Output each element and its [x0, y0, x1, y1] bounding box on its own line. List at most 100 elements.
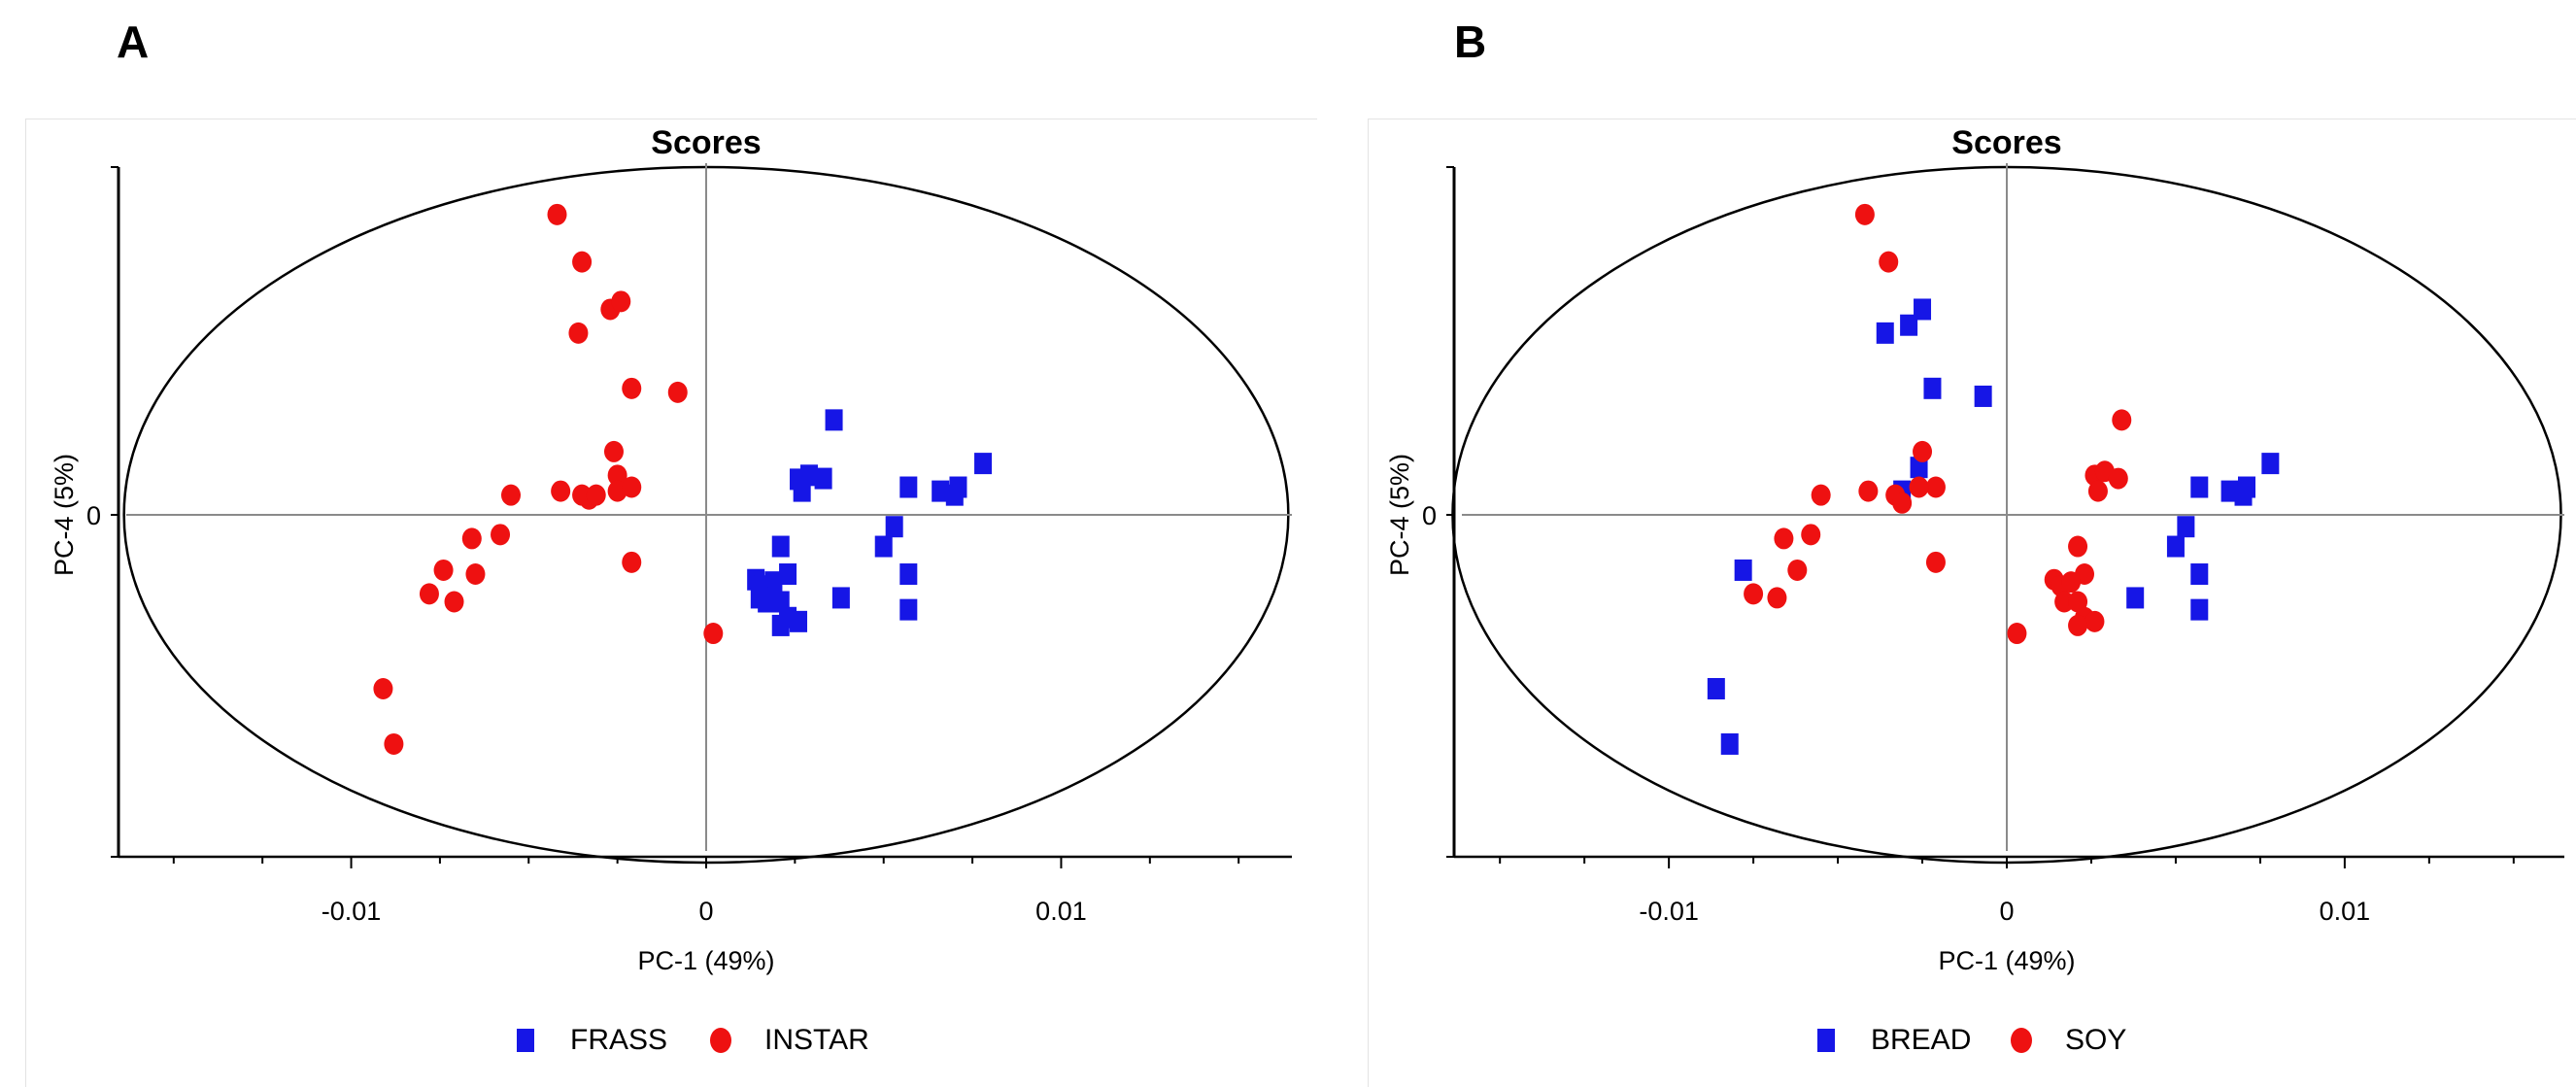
x-tick-label-b: 0 [1999, 897, 2014, 926]
data-point-instar [433, 559, 454, 581]
data-point-soy [1854, 203, 1875, 225]
chart-title-b: Scores [1951, 124, 2061, 161]
legend-label-instar: INSTAR [764, 1024, 869, 1056]
x-tick-label-b: -0.01 [1639, 897, 1699, 926]
data-point-instar [622, 476, 642, 498]
data-point-frass [779, 563, 797, 586]
data-point-instar [444, 591, 464, 613]
data-point-bread [1734, 559, 1752, 581]
y-axis-label-a: PC-4 (5%) [50, 454, 79, 576]
y-tick-label-b: 0 [1422, 501, 1437, 530]
data-point-frass [899, 563, 918, 586]
data-point-instar [622, 551, 642, 573]
data-point-bread [1720, 732, 1739, 755]
x-axis-label-a: PC-1 (49%) [637, 946, 774, 975]
panel-label-a: A [117, 17, 150, 67]
panel-label-b: B [1454, 17, 1487, 67]
data-point-instar [572, 251, 593, 273]
x-tick-label-a: -0.01 [322, 897, 382, 926]
data-point-frass [899, 598, 918, 621]
data-point-instar [607, 464, 627, 487]
data-point-bread [1923, 377, 1942, 399]
data-point-frass [793, 480, 811, 502]
data-point-instar [667, 381, 688, 403]
legend-label-soy: SOY [2065, 1024, 2126, 1056]
data-point-frass [831, 587, 850, 609]
data-point-frass [814, 467, 832, 490]
data-point-bread [2166, 535, 2185, 558]
data-point-instar [384, 732, 404, 755]
data-point-bread [1914, 298, 1932, 321]
y-axis-label-b: PC-4 (5%) [1385, 454, 1414, 576]
data-point-bread [1707, 678, 1725, 699]
legend-marker-bread [1817, 1029, 1835, 1052]
data-point-bread [1876, 322, 1894, 344]
data-point-frass [945, 484, 964, 506]
data-point-bread [2220, 480, 2239, 502]
panel-a-frame [25, 119, 1317, 1087]
data-point-soy [1892, 492, 1913, 514]
data-point-frass [750, 587, 768, 609]
data-point-frass [932, 480, 950, 502]
data-point-frass [771, 535, 790, 558]
data-point-soy [1858, 480, 1879, 502]
data-point-bread [2190, 598, 2209, 621]
y-tick-label-a: 0 [86, 501, 101, 530]
data-point-soy [2087, 480, 2108, 502]
data-point-instar [491, 524, 511, 546]
data-point-instar [703, 623, 724, 645]
data-point-instar [501, 484, 521, 506]
data-point-soy [1787, 559, 1808, 581]
data-point-bread [2190, 476, 2209, 498]
data-point-instar [622, 377, 642, 399]
data-point-soy [1767, 587, 1787, 609]
data-point-soy [2007, 623, 2027, 645]
data-point-bread [2177, 516, 2195, 538]
data-point-soy [1913, 440, 1933, 462]
legend-marker-instar [710, 1028, 731, 1053]
chart-title-a: Scores [651, 124, 761, 161]
legend-label-frass: FRASS [570, 1024, 667, 1056]
legend-marker-frass [517, 1029, 534, 1052]
data-point-frass [790, 610, 808, 632]
data-point-frass [885, 516, 903, 538]
data-point-frass [874, 535, 893, 558]
data-point-soy [2068, 535, 2088, 558]
data-point-instar [586, 484, 606, 506]
data-point-instar [373, 678, 393, 699]
data-point-frass [825, 409, 843, 431]
data-point-instar [551, 480, 571, 502]
data-point-soy [1909, 476, 1929, 498]
data-point-soy [2054, 591, 2075, 613]
data-point-instar [419, 583, 439, 605]
data-point-soy [1879, 251, 1899, 273]
data-point-soy [1925, 476, 1946, 498]
x-tick-label-a: 0 [698, 897, 713, 926]
data-point-soy [1801, 524, 1821, 546]
data-point-instar [603, 440, 624, 462]
data-point-bread [2234, 484, 2253, 506]
data-point-bread [1974, 385, 1992, 407]
data-point-frass [899, 476, 918, 498]
data-point-soy [1774, 527, 1794, 550]
panel-b-frame [1368, 119, 2576, 1087]
data-point-instar [611, 290, 631, 313]
data-point-soy [2112, 409, 2132, 431]
x-tick-label-a: 0.01 [1035, 897, 1087, 926]
data-point-soy [2085, 610, 2105, 632]
data-point-frass [771, 614, 790, 636]
x-axis-label-b: PC-1 (49%) [1938, 946, 2075, 975]
legend-marker-soy [2011, 1028, 2032, 1053]
data-point-frass [764, 571, 783, 594]
data-point-bread [1900, 314, 1918, 336]
data-point-bread [2190, 563, 2209, 586]
data-point-instar [465, 563, 486, 586]
data-point-bread [2261, 453, 2280, 475]
data-point-bread [2126, 587, 2145, 609]
data-point-soy [1811, 484, 1831, 506]
data-point-soy [2108, 467, 2128, 490]
data-point-soy [1744, 583, 1764, 605]
legend-label-bread: BREAD [1871, 1024, 1971, 1056]
data-point-instar [547, 203, 567, 225]
